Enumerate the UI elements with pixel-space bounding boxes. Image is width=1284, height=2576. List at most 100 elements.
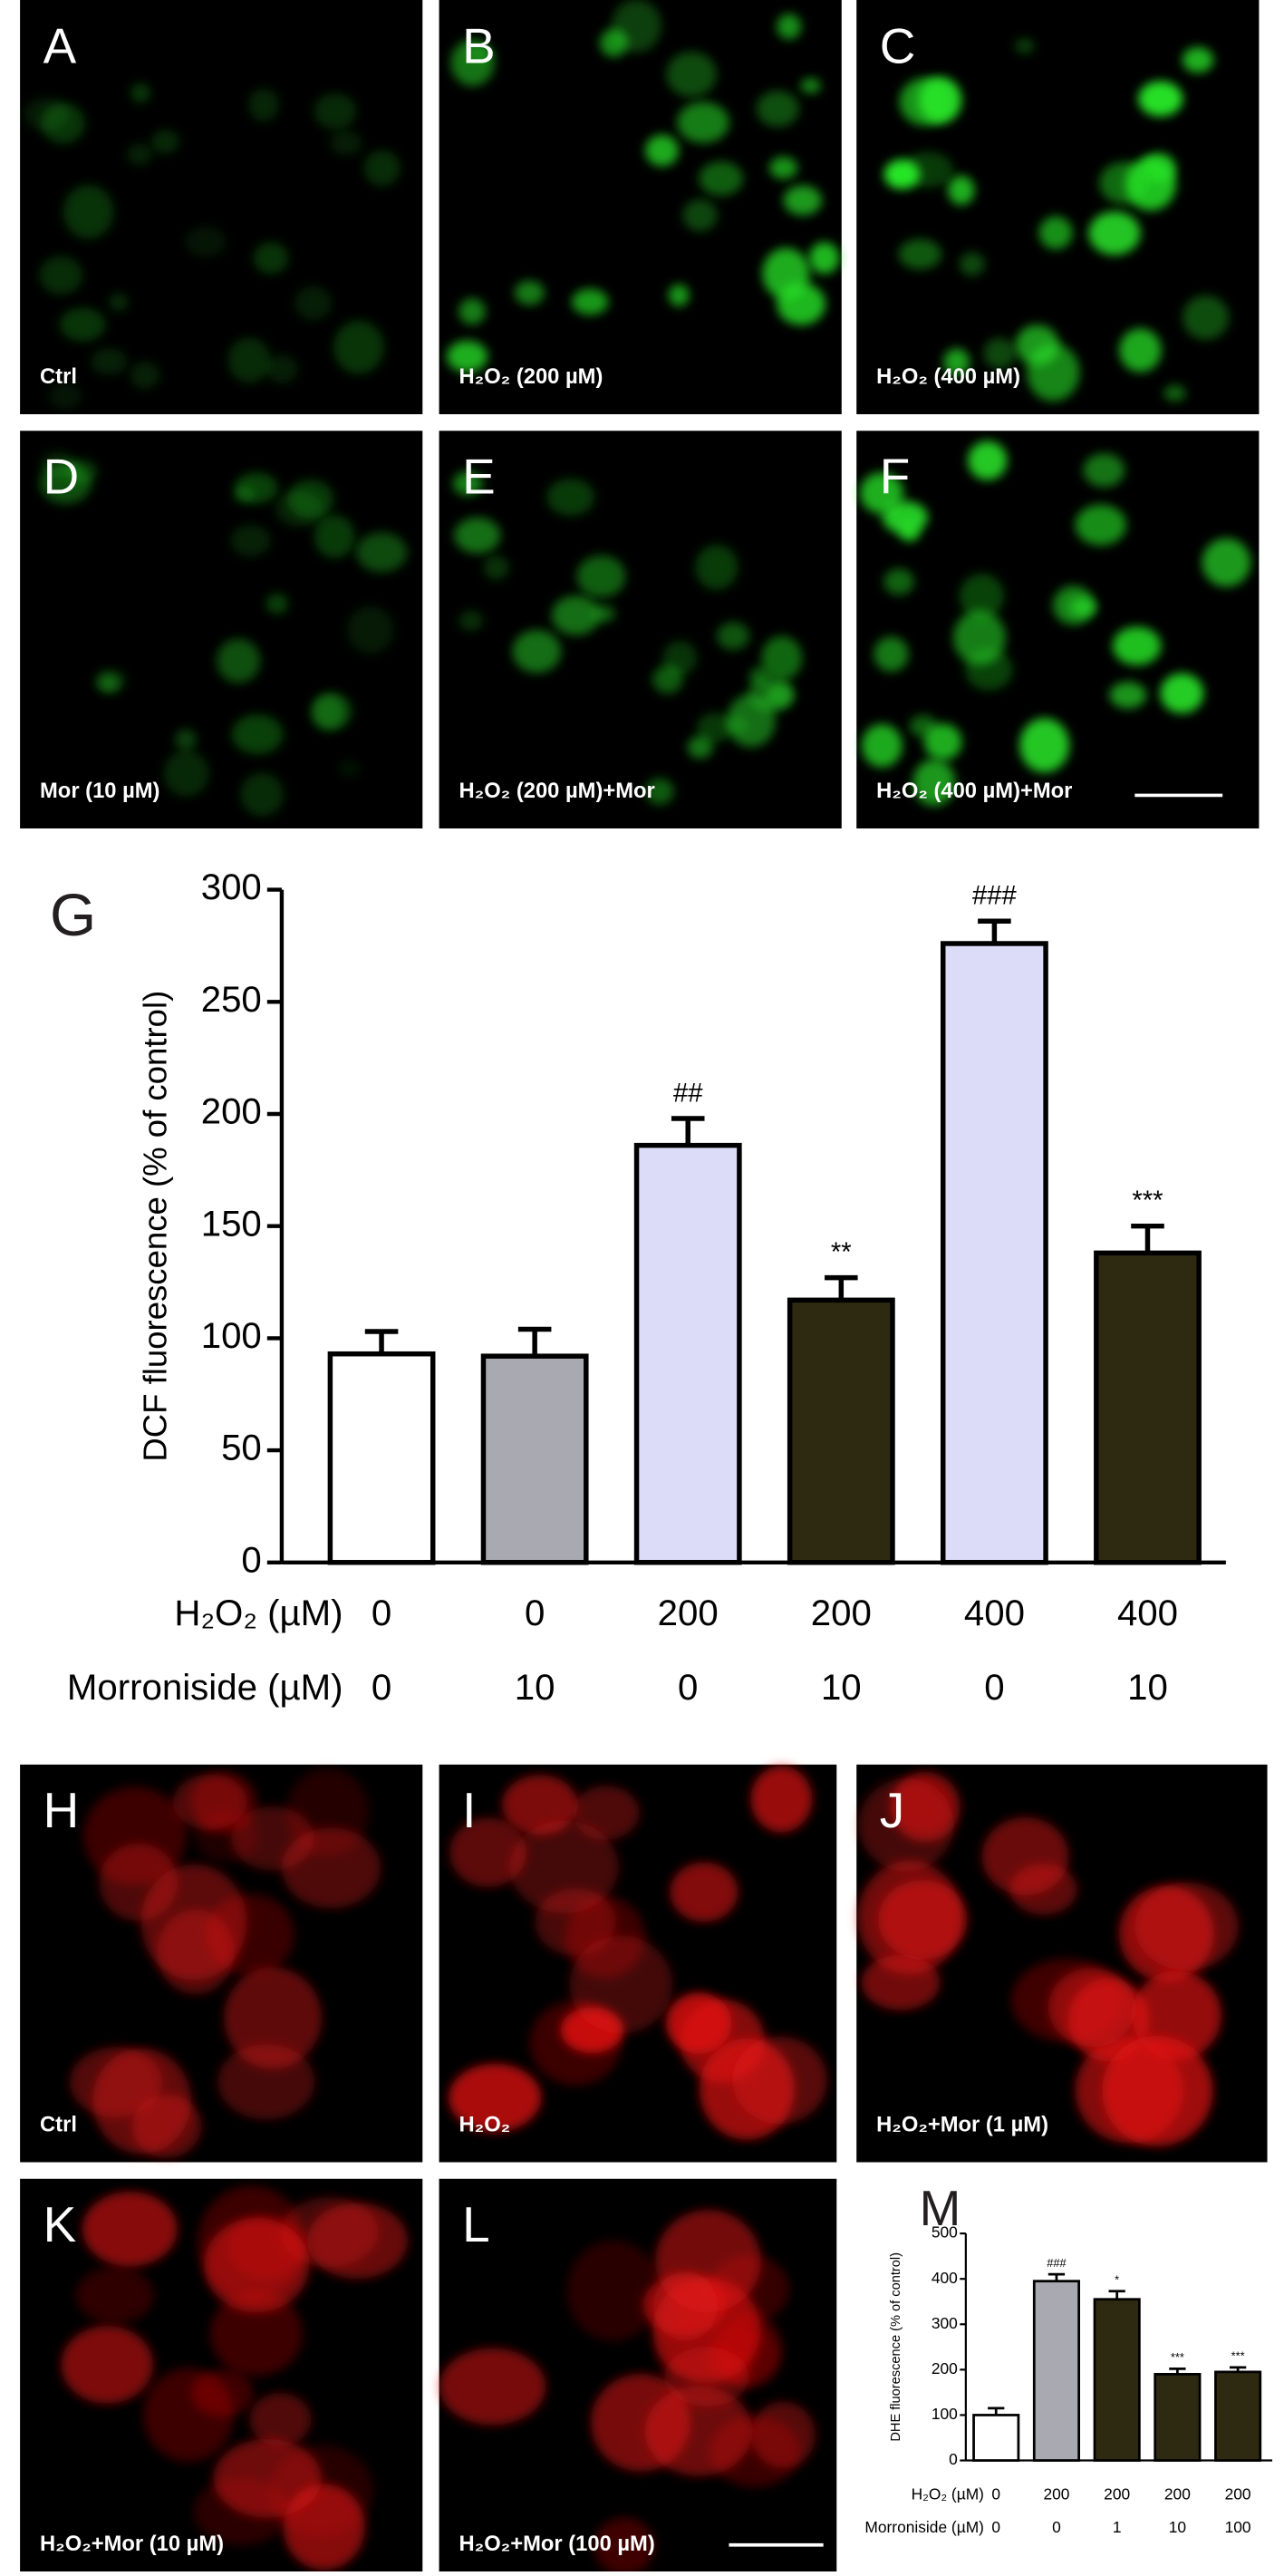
panel-letter: I bbox=[462, 1782, 476, 1838]
cell bbox=[194, 1811, 259, 1863]
panel-letter: H bbox=[43, 1782, 80, 1838]
cell bbox=[247, 88, 280, 121]
cell bbox=[909, 714, 937, 738]
cell bbox=[1113, 626, 1162, 665]
cell bbox=[1182, 47, 1214, 73]
cell bbox=[783, 185, 822, 216]
cell bbox=[127, 143, 153, 166]
cell bbox=[769, 156, 798, 179]
cell bbox=[312, 692, 353, 730]
cell bbox=[483, 555, 509, 580]
cell bbox=[953, 610, 1006, 665]
panel-letter: E bbox=[462, 449, 496, 505]
cell bbox=[439, 2348, 546, 2426]
cell bbox=[90, 348, 128, 375]
cell bbox=[233, 486, 255, 504]
significance-label: ** bbox=[831, 1238, 852, 1267]
cell bbox=[459, 298, 486, 325]
bar bbox=[787, 1297, 895, 1565]
panel-letter: G bbox=[50, 881, 96, 948]
cell bbox=[130, 361, 160, 390]
cell bbox=[1015, 324, 1059, 365]
cell bbox=[645, 778, 674, 805]
cell bbox=[449, 1817, 526, 1888]
cell bbox=[209, 2291, 304, 2377]
significance-label: ### bbox=[1047, 2256, 1067, 2270]
cell bbox=[1138, 81, 1183, 117]
cell bbox=[717, 622, 750, 651]
x-tick-label: 10 bbox=[515, 1667, 555, 1708]
x-row-label: Morroniside (µM) bbox=[67, 1667, 343, 1708]
cell bbox=[918, 77, 962, 124]
cell bbox=[983, 337, 1016, 370]
cell bbox=[140, 1864, 247, 1980]
cell bbox=[213, 2438, 322, 2518]
y-tick-label: 200 bbox=[932, 2359, 958, 2377]
cell bbox=[275, 490, 323, 528]
cell bbox=[347, 605, 394, 654]
y-axis-label: DHE fluorescence (% of control) bbox=[889, 2252, 903, 2442]
panel-caption: H₂O₂+Mor (1 µM) bbox=[876, 2113, 1048, 2137]
cell bbox=[1102, 2035, 1213, 2146]
micrograph: L H₂O₂+Mor (100 µM) bbox=[439, 2178, 837, 2576]
y-tick-label: 100 bbox=[932, 2405, 958, 2423]
cell bbox=[948, 175, 975, 205]
cell bbox=[761, 635, 803, 681]
cell bbox=[227, 337, 271, 383]
cell bbox=[1109, 682, 1147, 709]
cell bbox=[249, 2392, 312, 2446]
cell bbox=[1202, 537, 1251, 587]
cell bbox=[82, 2192, 178, 2267]
x-tick-label: 0 bbox=[372, 1667, 391, 1708]
cell bbox=[968, 441, 1008, 480]
cell bbox=[546, 478, 595, 517]
x-tick-label: 200 bbox=[658, 1593, 719, 1633]
cell bbox=[682, 199, 718, 232]
cell bbox=[800, 78, 821, 94]
cell bbox=[514, 280, 545, 305]
cell bbox=[230, 524, 271, 557]
panel-caption: H₂O₂ (400 µM) bbox=[876, 364, 1020, 389]
cell bbox=[48, 383, 82, 410]
cell bbox=[307, 2203, 409, 2280]
cell bbox=[1134, 1882, 1239, 1971]
cell bbox=[446, 340, 488, 373]
cell bbox=[265, 593, 288, 615]
cell bbox=[24, 97, 69, 131]
bar bbox=[972, 2414, 1020, 2462]
cell bbox=[762, 247, 810, 299]
micrograph: E H₂O₂ (200 µM)+Mor bbox=[439, 431, 842, 828]
micrograph: J H₂O₂+Mor (1 µM) bbox=[856, 1764, 1268, 2163]
panel-letter: D bbox=[43, 449, 80, 505]
significance-label: *** bbox=[1171, 2350, 1184, 2364]
x-tick-label: 100 bbox=[1225, 2518, 1251, 2536]
cell bbox=[330, 131, 362, 156]
y-tick-label: 0 bbox=[949, 2450, 958, 2468]
x-tick-label: 400 bbox=[1117, 1593, 1178, 1633]
cell bbox=[695, 545, 739, 590]
cell bbox=[569, 1935, 673, 2034]
cell bbox=[449, 2063, 542, 2132]
cell bbox=[750, 1766, 813, 1833]
cell bbox=[756, 90, 799, 127]
micrograph: D Mor (10 µM) bbox=[20, 431, 423, 828]
y-tick-label: 300 bbox=[932, 2314, 958, 2332]
cell bbox=[143, 2368, 234, 2462]
x-tick-label: 0 bbox=[991, 2484, 1000, 2503]
cell bbox=[809, 242, 840, 275]
cell bbox=[861, 723, 903, 768]
cell bbox=[333, 320, 384, 374]
x-tick-label: 200 bbox=[1164, 2484, 1191, 2503]
panel-letter: L bbox=[462, 2196, 490, 2252]
cell bbox=[265, 354, 299, 384]
panel-letter: J bbox=[880, 1782, 904, 1838]
cell bbox=[959, 252, 985, 276]
panel-caption: Mor (10 µM) bbox=[40, 779, 159, 803]
cell bbox=[878, 1880, 968, 1960]
cell bbox=[943, 348, 970, 376]
cell bbox=[645, 134, 679, 167]
panel-letter: F bbox=[880, 449, 911, 505]
cell bbox=[576, 555, 626, 598]
cell bbox=[217, 638, 261, 683]
cell bbox=[75, 2267, 154, 2324]
